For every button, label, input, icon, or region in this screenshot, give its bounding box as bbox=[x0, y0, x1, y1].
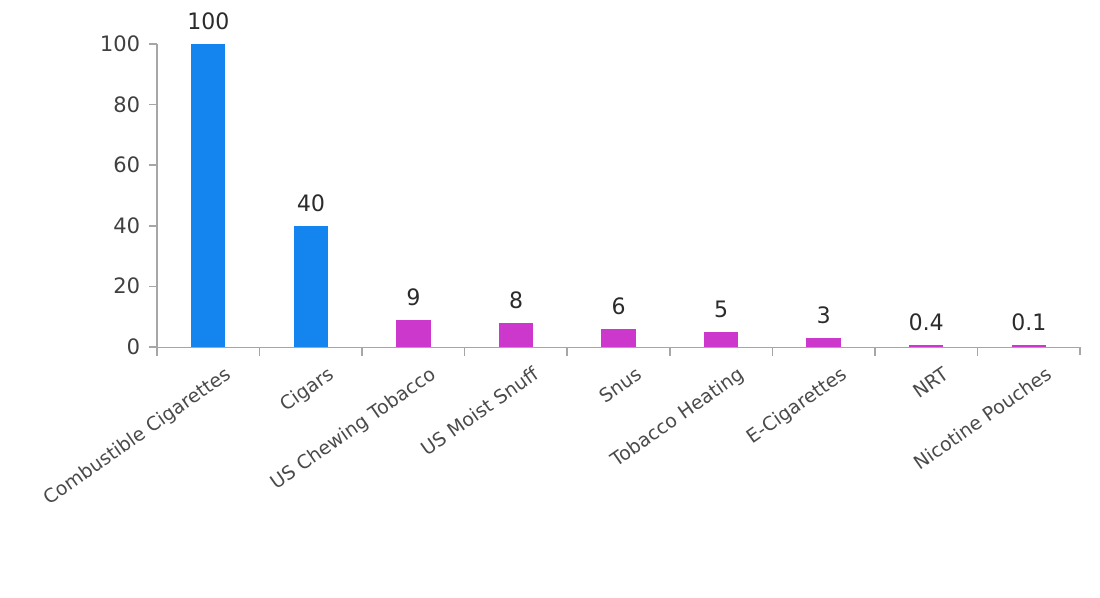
y-axis-tick bbox=[149, 164, 157, 166]
bar[interactable] bbox=[191, 44, 226, 347]
x-axis-tick bbox=[361, 347, 363, 356]
bar[interactable] bbox=[293, 225, 328, 347]
y-axis-tick bbox=[149, 103, 157, 106]
x-axis-tick bbox=[771, 347, 774, 356]
x-axis-tick bbox=[566, 347, 568, 356]
bar[interactable] bbox=[908, 345, 944, 347]
y-axis-tick bbox=[149, 225, 157, 227]
y-axis-tick-label: 100 bbox=[99, 32, 140, 56]
bar[interactable] bbox=[806, 337, 841, 347]
bar-value-label: 5 bbox=[714, 297, 729, 323]
x-axis-tick bbox=[463, 347, 466, 356]
y-axis-tick-label: 20 bbox=[113, 274, 140, 299]
bar[interactable] bbox=[396, 319, 431, 347]
bar-value-label: 0.4 bbox=[908, 311, 944, 336]
x-axis-tick bbox=[874, 347, 876, 356]
y-axis-tick-label: 0 bbox=[126, 335, 140, 359]
bar-value-label: 6 bbox=[611, 294, 626, 320]
bar-value-label: 40 bbox=[296, 191, 325, 217]
x-axis-tick bbox=[156, 347, 158, 356]
y-axis-tick bbox=[149, 43, 157, 45]
bar[interactable] bbox=[498, 322, 534, 347]
x-axis-category-label: Snus bbox=[594, 363, 646, 408]
bar-value-label: 0.1 bbox=[1011, 311, 1047, 336]
x-axis-category-label: NRT bbox=[909, 363, 953, 403]
bar-value-label: 8 bbox=[508, 288, 523, 314]
x-axis-category-label: E-Cigarettes bbox=[742, 363, 851, 448]
bar[interactable] bbox=[601, 328, 636, 347]
bar-value-label: 3 bbox=[816, 303, 831, 329]
y-axis-tick bbox=[149, 285, 157, 288]
x-axis-tick bbox=[976, 347, 979, 356]
y-axis-line bbox=[156, 44, 158, 348]
y-axis-tick-label: 60 bbox=[113, 153, 140, 178]
plot-area bbox=[157, 44, 1080, 347]
bar-value-label: 9 bbox=[406, 285, 421, 311]
x-axis-category-label: Combustible Cigarettes bbox=[39, 363, 235, 509]
bar[interactable] bbox=[703, 331, 739, 347]
y-axis-tick bbox=[149, 346, 157, 348]
bar-value-label: 100 bbox=[187, 10, 230, 35]
x-axis-tick bbox=[258, 347, 261, 356]
y-axis-tick-label: 40 bbox=[113, 213, 140, 238]
x-axis-category-label: Cigars bbox=[275, 363, 338, 416]
x-axis-category-label: US Chewing Tobacco bbox=[266, 363, 440, 494]
bar[interactable] bbox=[1011, 345, 1046, 347]
x-axis-end-tick bbox=[1079, 346, 1081, 355]
x-axis-tick bbox=[669, 347, 671, 356]
y-axis-tick-label: 80 bbox=[113, 92, 140, 117]
x-axis-line bbox=[156, 346, 1081, 348]
